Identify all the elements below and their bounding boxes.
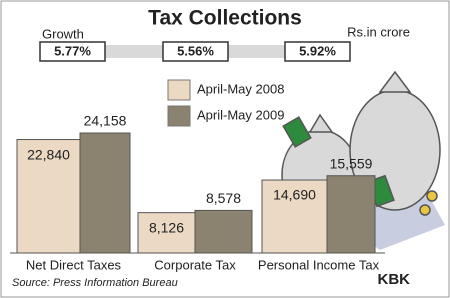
- growth-box: [39, 41, 106, 62]
- chart-title: Tax Collections: [148, 7, 302, 30]
- bar: [194, 209, 253, 254]
- x-tick-label: Corporate Tax: [154, 257, 236, 272]
- x-tick-label: Net Direct Taxes: [26, 257, 122, 272]
- unit-note: Rs.in crore: [347, 24, 410, 39]
- legend-swatch: [167, 79, 191, 101]
- growth-value: 5.92%: [299, 43, 336, 58]
- value-label: 15,559: [330, 155, 373, 171]
- growth-value: 5.77%: [54, 43, 91, 58]
- value-label: 8,126: [149, 219, 184, 235]
- x-tick-label: Personal Income Tax: [258, 257, 380, 272]
- value-label: 24,158: [84, 113, 127, 129]
- source: Source: Press Information Bureau: [12, 277, 178, 289]
- value-label: 8,578: [206, 190, 241, 206]
- legend-label: April-May 2008: [197, 81, 284, 96]
- value-label: 14,690: [273, 187, 316, 203]
- bar: [79, 132, 131, 254]
- growth-value: 5.56%: [177, 43, 214, 58]
- legend-label: April-May 2009: [197, 107, 284, 122]
- bar: [16, 139, 81, 254]
- growth-label: Growth: [42, 26, 84, 41]
- value-label: 22,840: [27, 146, 70, 162]
- growth-box: [284, 41, 351, 62]
- legend-swatch: [167, 105, 191, 127]
- bar: [326, 175, 376, 254]
- credit: KBK: [378, 271, 411, 288]
- growth-box: [162, 41, 229, 62]
- bar: [137, 212, 196, 254]
